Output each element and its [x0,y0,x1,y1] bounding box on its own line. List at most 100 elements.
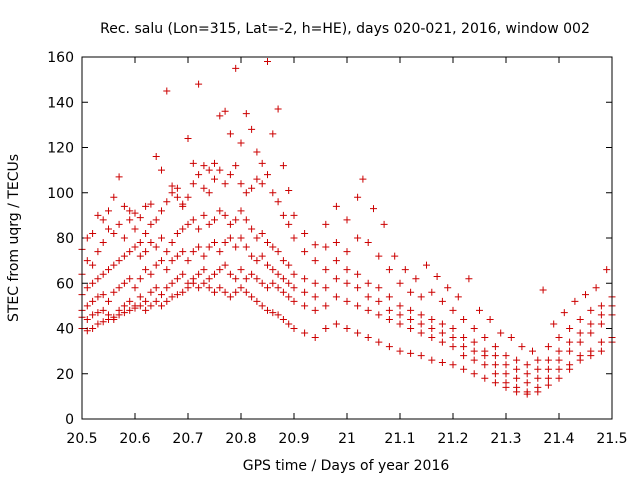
data-point [152,284,160,292]
data-point [168,279,176,287]
data-point [513,388,521,396]
y-tick-label: 160 [47,50,74,66]
data-point [189,180,197,188]
data-point [211,216,218,224]
data-point [168,182,176,190]
data-point [476,306,483,314]
data-point [184,257,192,265]
data-point [343,297,351,305]
data-point [115,220,123,228]
data-point [168,293,176,301]
data-point [226,293,234,301]
data-point [396,311,404,319]
data-point [163,297,171,305]
data-point [343,216,351,224]
data-point [115,311,123,319]
data-point [513,356,521,364]
data-point [83,284,91,292]
data-point [242,216,250,224]
data-point [168,257,176,265]
data-point [136,275,144,283]
data-point [544,356,552,364]
data-point [587,306,595,314]
data-point [200,211,208,219]
data-point [311,257,319,265]
data-point [211,270,218,278]
data-point [385,343,393,351]
data-point [460,343,468,351]
data-point [311,241,319,249]
data-point [385,266,393,274]
data-point [444,284,452,292]
data-point [126,306,134,314]
data-point [417,293,425,301]
data-point [136,239,144,247]
data-point [502,383,510,391]
data-point [491,370,499,378]
data-point [152,153,160,161]
data-point [105,266,112,274]
data-point [158,234,165,242]
data-point [274,105,282,113]
y-tick-label: 40 [56,322,74,338]
data-point [290,234,298,242]
data-point [274,284,282,292]
data-point [242,110,250,118]
data-point [253,148,261,156]
data-point [571,297,579,305]
data-point [375,284,383,292]
data-point [205,275,213,283]
data-point [311,334,319,342]
data-point [523,370,531,378]
data-point [417,311,425,319]
data-point [163,284,171,292]
data-point [555,365,563,373]
data-point [163,266,171,274]
data-point [195,270,203,278]
data-point [597,347,605,355]
data-point [597,338,605,346]
data-point [142,266,150,274]
data-point [470,356,478,364]
data-point [290,284,298,292]
data-point [311,293,319,301]
data-point [566,365,574,373]
data-point [555,374,563,382]
data-point [470,347,478,355]
data-point [131,225,139,233]
data-point [279,211,287,219]
data-point [105,225,112,233]
y-tick-label: 20 [56,367,74,383]
data-point [417,329,425,337]
data-point [179,225,187,233]
data-point [131,209,139,217]
data-point [189,159,197,167]
data-point [269,243,277,251]
data-point [544,343,552,351]
data-point [354,302,362,310]
data-point [242,243,250,251]
data-point [94,211,102,219]
data-point [221,261,229,269]
x-tick-label: 21.5 [596,431,627,447]
data-point [211,175,218,183]
data-point [301,302,309,310]
data-point [264,171,271,179]
data-point [269,279,277,287]
data-point [513,374,521,382]
x-tick-label: 20.6 [119,431,150,447]
data-point [94,309,102,317]
data-point [200,279,208,287]
data-point [142,297,150,305]
data-point [438,320,446,328]
data-point [232,64,240,72]
data-point [534,388,542,396]
data-point [232,275,240,283]
data-point [322,220,330,228]
data-point [200,184,208,192]
data-point [89,261,97,269]
data-point [332,293,340,301]
data-point [184,134,192,142]
